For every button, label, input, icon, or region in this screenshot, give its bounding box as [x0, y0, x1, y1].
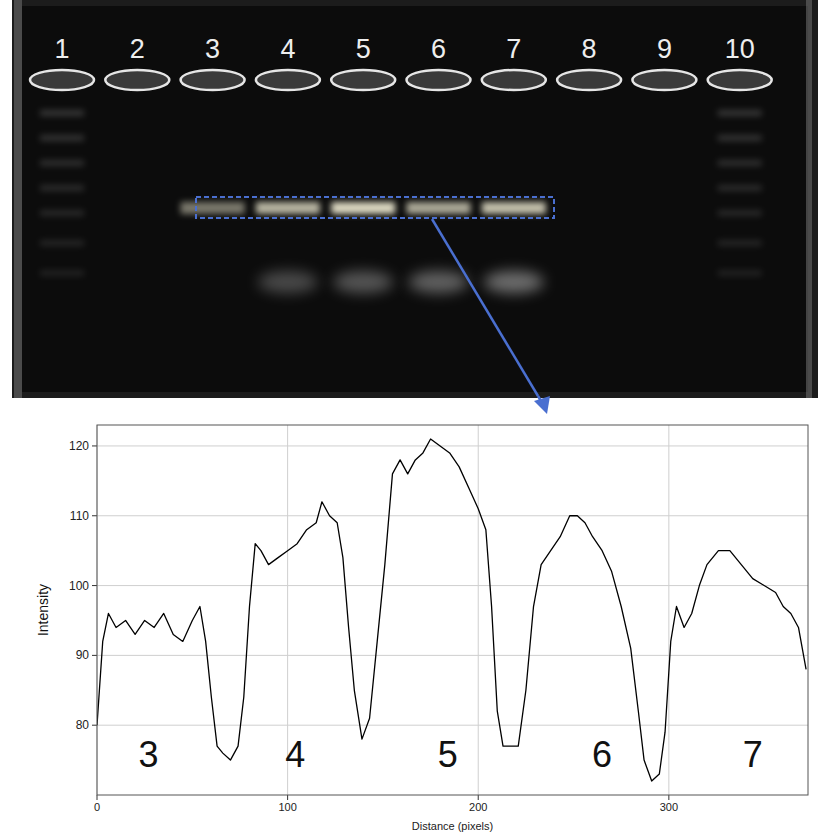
ladder-band	[40, 160, 84, 166]
selection-box	[196, 197, 554, 218]
tick	[287, 795, 288, 800]
lane-annotation: 4	[285, 734, 305, 775]
ladder-band	[40, 110, 84, 116]
tick	[668, 795, 669, 800]
grid-line	[97, 445, 808, 446]
ladder-band	[718, 185, 762, 191]
lane-number: 4	[280, 34, 295, 64]
lane-number: 5	[356, 34, 371, 64]
tick-label: 100	[278, 801, 296, 813]
y-axis-title: Intensity	[35, 584, 51, 636]
well	[632, 70, 696, 90]
tick-label: 100	[69, 579, 89, 593]
gel-body	[22, 6, 808, 392]
tick	[478, 795, 479, 800]
ladder-band	[718, 110, 762, 116]
lane-number: 7	[506, 34, 521, 64]
figure: 1234567891001002003008090100110120Distan…	[0, 0, 818, 837]
gel-image: 1 2 3 4 5 6 7 8 9 10	[12, 0, 818, 398]
tick-label: 110	[70, 509, 89, 523]
tick	[92, 445, 97, 446]
profile-line	[97, 439, 806, 781]
band	[331, 202, 395, 214]
arrow-head	[534, 396, 550, 414]
lane-number: 10	[725, 34, 755, 64]
lane-number: 9	[657, 34, 672, 64]
ladder-band	[718, 160, 762, 166]
marks	[97, 439, 806, 781]
tick	[92, 585, 97, 586]
grid-line	[668, 425, 669, 795]
ladder-band	[718, 210, 762, 216]
grid-line	[97, 515, 808, 516]
well	[482, 70, 546, 90]
tick-label: 80	[76, 718, 90, 732]
smear	[484, 271, 544, 293]
ladder-band	[40, 135, 84, 141]
tick	[92, 725, 97, 726]
band	[482, 202, 546, 214]
well	[708, 70, 772, 90]
ladder-band	[718, 240, 762, 246]
lane-annotation: 6	[592, 734, 612, 775]
well	[105, 70, 169, 90]
lane-annotation: 7	[743, 734, 763, 775]
lane-annotation: 5	[438, 734, 458, 775]
tick	[97, 795, 98, 800]
smear	[333, 271, 393, 293]
lane-number: 3	[205, 34, 220, 64]
x-axis-title: Distance (pixels)	[412, 820, 493, 832]
well	[407, 70, 471, 90]
gel-edge	[14, 0, 22, 398]
ladder-band	[40, 240, 84, 246]
tick-label: 120	[69, 439, 89, 453]
well	[30, 70, 94, 90]
tick-label: 300	[660, 801, 678, 813]
plot-frame	[97, 425, 808, 795]
gel-background	[12, 0, 818, 398]
gel-edge	[806, 0, 812, 398]
y-title-patch	[30, 565, 54, 655]
tick	[92, 515, 97, 516]
lane-number: 2	[130, 34, 145, 64]
well	[331, 70, 395, 90]
band	[181, 202, 245, 214]
tick-label: 200	[469, 801, 487, 813]
ladder-band	[718, 270, 762, 276]
band	[407, 202, 471, 214]
grid-line	[97, 725, 808, 726]
well	[557, 70, 621, 90]
tick	[92, 655, 97, 656]
tick-label: 0	[94, 801, 100, 813]
well	[256, 70, 320, 90]
lane-number: 8	[582, 34, 597, 64]
grid-line	[97, 655, 808, 656]
pointer-arrow	[432, 219, 550, 414]
smear	[258, 271, 318, 293]
lane-number: 1	[54, 34, 69, 64]
ladder-band	[718, 135, 762, 141]
grid-line	[478, 425, 479, 795]
smear	[409, 271, 469, 293]
lane-annotation: 3	[138, 734, 158, 775]
lane-number: 6	[431, 34, 446, 64]
arrow-shaft	[432, 219, 538, 396]
profile-chart: 0 100 200 300 80 90 100 110 120 Distance (pixels)…	[30, 425, 808, 832]
grid-line	[97, 585, 808, 586]
ladder-band	[40, 185, 84, 191]
tick-label: 90	[76, 648, 90, 662]
well	[181, 70, 245, 90]
plot-area	[97, 425, 808, 795]
ladder-band	[40, 270, 84, 276]
band	[256, 202, 320, 214]
ladder-band	[40, 210, 84, 216]
